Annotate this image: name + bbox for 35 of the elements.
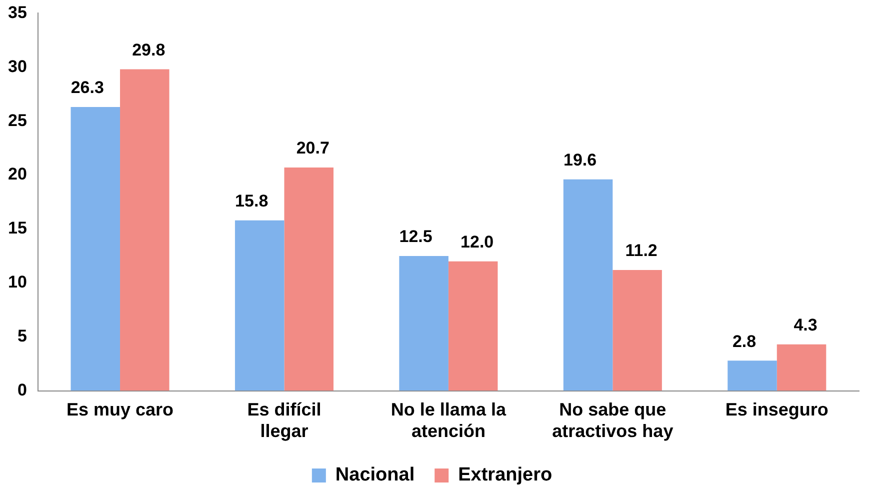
x-tick-label: Es inseguro xyxy=(725,400,828,420)
data-label: 4.3 xyxy=(794,316,818,335)
x-tick-label: Es muy caro xyxy=(66,400,174,420)
data-label: 26.3 xyxy=(70,78,104,98)
bar xyxy=(70,107,120,391)
bar xyxy=(563,179,613,391)
bar xyxy=(728,360,777,391)
bar xyxy=(399,256,448,391)
y-tick-label: 20 xyxy=(8,164,27,184)
data-label: 12.0 xyxy=(460,232,494,252)
y-tick-label: 5 xyxy=(17,326,27,346)
x-tick-label: Es difícil llegar xyxy=(247,400,322,442)
x-tick-label: No le llama la atención xyxy=(390,400,507,442)
bar xyxy=(776,344,826,391)
data-label: 20.7 xyxy=(296,138,330,158)
y-tick-label: 15 xyxy=(8,218,27,238)
legend-label: Extranjero xyxy=(458,464,552,486)
bar xyxy=(234,220,284,391)
data-label: 12.5 xyxy=(399,227,432,246)
y-tick-label: 35 xyxy=(8,2,27,22)
data-label: 29.8 xyxy=(132,40,166,60)
data-label: 11.2 xyxy=(625,241,658,260)
data-label: 2.8 xyxy=(732,332,756,351)
bar xyxy=(284,167,334,391)
bar xyxy=(120,69,170,391)
data-label: 15.8 xyxy=(235,192,268,211)
data-label: 19.6 xyxy=(563,150,597,170)
y-tick-label: 0 xyxy=(17,380,27,400)
x-tick-label: No sabe que atractivos hay xyxy=(552,400,674,442)
y-tick-label: 10 xyxy=(8,272,27,292)
y-tick-label: 25 xyxy=(8,110,27,130)
bar xyxy=(448,261,498,391)
legend-label: Nacional xyxy=(335,464,415,486)
y-tick-label: 30 xyxy=(8,56,27,76)
bar xyxy=(612,270,662,391)
